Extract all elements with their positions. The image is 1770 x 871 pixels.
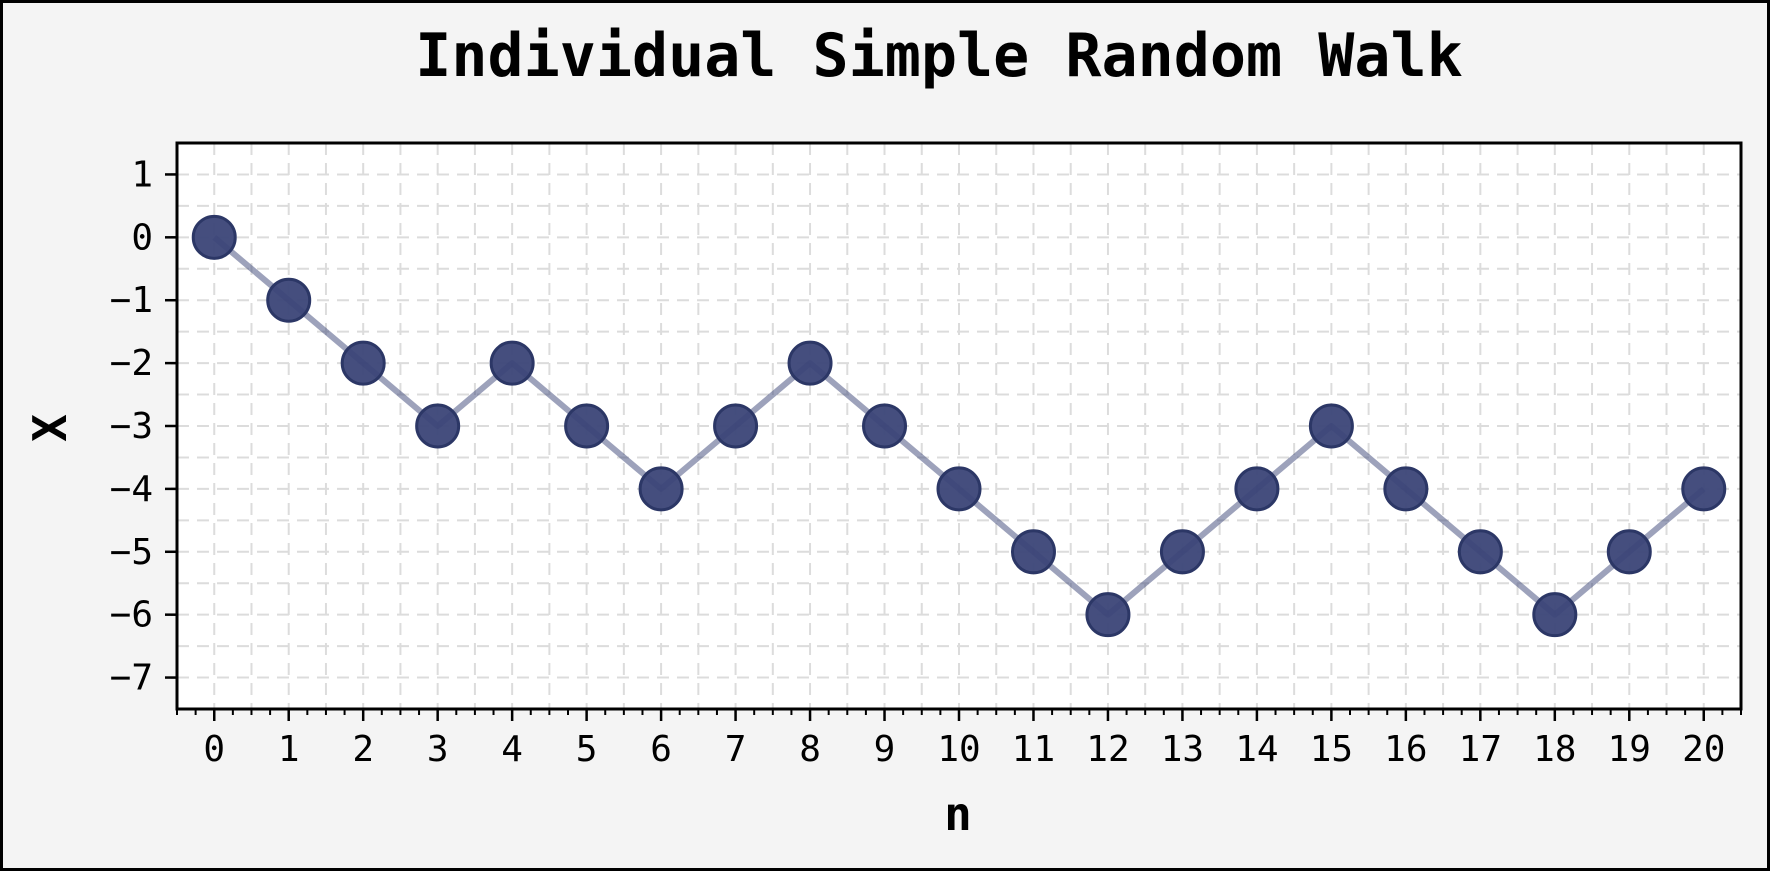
x-axis-label: n xyxy=(944,787,972,841)
y-tick-label: −1 xyxy=(110,280,153,321)
x-tick-label: 3 xyxy=(427,729,449,770)
data-point xyxy=(1383,466,1429,512)
data-point xyxy=(713,403,759,449)
y-axis-ticks: 1 0 −1 −2 −3 −4 −5 −6 −7 xyxy=(110,154,177,699)
data-point xyxy=(1532,592,1578,638)
x-axis-ticks: 0 1 2 3 4 5 6 7 8 9 10 11 12 13 14 15 16 17 18 19 20 xyxy=(176,709,1742,770)
y-tick-label: −5 xyxy=(110,532,153,573)
data-point xyxy=(564,403,610,449)
data-point xyxy=(1681,466,1727,512)
x-tick-label: 9 xyxy=(874,729,896,770)
data-point xyxy=(1606,529,1652,575)
x-tick-label: 14 xyxy=(1235,729,1278,770)
y-tick-label: −6 xyxy=(110,595,153,636)
x-tick-label: 20 xyxy=(1682,729,1725,770)
x-tick-label: 7 xyxy=(725,729,747,770)
random-walk-chart: Individual Simple Random Walk 10−1−2−3−4… xyxy=(23,21,1743,841)
x-tick-label: 4 xyxy=(501,729,523,770)
data-point xyxy=(1234,466,1280,512)
data-point xyxy=(340,340,386,386)
x-tick-label: 8 xyxy=(799,729,821,770)
data-point xyxy=(1159,529,1205,575)
data-point xyxy=(862,403,908,449)
data-point xyxy=(936,466,982,512)
data-point xyxy=(1085,592,1131,638)
x-tick-label: 5 xyxy=(576,729,598,770)
x-tick-label: 16 xyxy=(1384,729,1427,770)
x-tick-label: 6 xyxy=(650,729,672,770)
x-tick-label: 15 xyxy=(1310,729,1353,770)
y-tick-label: −7 xyxy=(110,658,153,699)
chart-title: Individual Simple Random Walk xyxy=(415,21,1463,91)
x-tick-label: 13 xyxy=(1161,729,1204,770)
y-tick-label: −3 xyxy=(110,406,153,447)
data-point xyxy=(1010,529,1056,575)
data-point xyxy=(266,277,312,323)
y-tick-label: −4 xyxy=(110,469,153,510)
data-point xyxy=(787,340,833,386)
x-tick-label: 19 xyxy=(1608,729,1651,770)
x-tick-label: 2 xyxy=(352,729,374,770)
data-point xyxy=(1457,529,1503,575)
y-tick-label: 1 xyxy=(131,154,153,195)
x-tick-label: 10 xyxy=(937,729,980,770)
x-tick-label: 17 xyxy=(1459,729,1502,770)
x-tick-label: 18 xyxy=(1533,729,1576,770)
x-tick-label: 0 xyxy=(203,729,225,770)
x-tick-label: 12 xyxy=(1086,729,1129,770)
data-point xyxy=(489,340,535,386)
y-tick-label: 0 xyxy=(131,217,153,258)
x-tick-label: 11 xyxy=(1012,729,1055,770)
y-tick-label: −2 xyxy=(110,343,153,384)
data-point xyxy=(415,403,461,449)
data-points xyxy=(191,214,1727,638)
x-tick-label: 1 xyxy=(278,729,300,770)
y-axis-label: X xyxy=(23,414,77,442)
data-point xyxy=(1308,403,1354,449)
data-point xyxy=(638,466,684,512)
data-point xyxy=(191,214,237,260)
